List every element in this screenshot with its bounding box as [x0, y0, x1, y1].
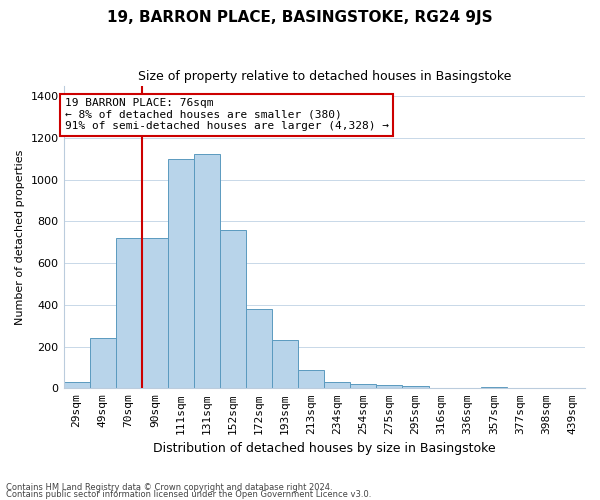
Text: 19, BARRON PLACE, BASINGSTOKE, RG24 9JS: 19, BARRON PLACE, BASINGSTOKE, RG24 9JS — [107, 10, 493, 25]
Text: Contains public sector information licensed under the Open Government Licence v3: Contains public sector information licen… — [6, 490, 371, 499]
Bar — [246, 309, 272, 388]
Bar — [376, 385, 403, 388]
X-axis label: Distribution of detached houses by size in Basingstoke: Distribution of detached houses by size … — [153, 442, 496, 455]
Bar — [403, 386, 428, 388]
Text: Contains HM Land Registry data © Crown copyright and database right 2024.: Contains HM Land Registry data © Crown c… — [6, 484, 332, 492]
Bar — [194, 154, 220, 388]
Bar — [116, 238, 142, 388]
Bar — [168, 158, 194, 388]
Bar — [324, 382, 350, 388]
Bar — [142, 238, 168, 388]
Bar — [220, 230, 246, 388]
Title: Size of property relative to detached houses in Basingstoke: Size of property relative to detached ho… — [137, 70, 511, 83]
Bar — [298, 370, 324, 388]
Text: 19 BARRON PLACE: 76sqm
← 8% of detached houses are smaller (380)
91% of semi-det: 19 BARRON PLACE: 76sqm ← 8% of detached … — [65, 98, 389, 132]
Bar — [89, 338, 116, 388]
Bar — [64, 382, 89, 388]
Bar — [350, 384, 376, 388]
Bar — [272, 340, 298, 388]
Y-axis label: Number of detached properties: Number of detached properties — [15, 149, 25, 324]
